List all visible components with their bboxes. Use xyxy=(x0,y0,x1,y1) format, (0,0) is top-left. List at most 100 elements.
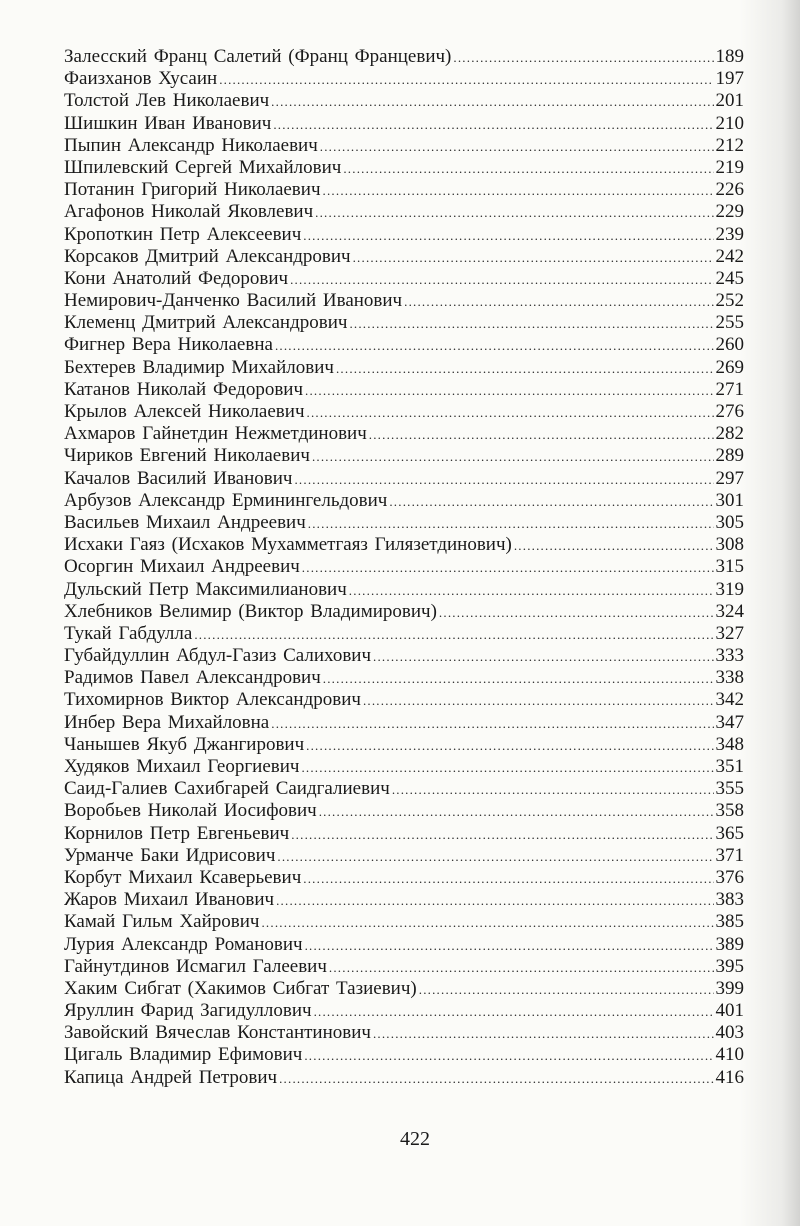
entry-page: 282 xyxy=(715,423,745,445)
entry-name: Губайдуллин Абдул-Газиз Салихович xyxy=(64,645,372,667)
entry-name: Хаким Сибгат (Хакимов Сибгат Тазиевич) xyxy=(64,977,417,999)
entry-name: Ахмаров Гайнетдин Нежметдинович xyxy=(64,423,367,445)
entry-name: Саид-Галиев Сахибгарей Саидгалиевич xyxy=(64,778,390,800)
entry-page: 389 xyxy=(715,933,745,955)
entry-page: 255 xyxy=(715,312,745,334)
entry-page: 289 xyxy=(715,445,745,467)
entry-name: Качалов Василий Иванович xyxy=(64,467,293,489)
toc-entry: Корнилов Петр Евгеньевич 365 xyxy=(64,823,744,845)
entry-page: 319 xyxy=(715,578,745,600)
entry-name: Бехтерев Владимир Михайлович xyxy=(64,356,334,378)
toc-entry: Цигаль Владимир Ефимович 410 xyxy=(64,1044,744,1066)
entry-page: 347 xyxy=(715,711,745,733)
entry-name: Шпилевский Сергей Михайлович xyxy=(64,156,342,178)
entry-name: Корбут Михаил Ксаверьевич xyxy=(64,866,302,888)
dot-leader xyxy=(320,136,714,158)
dot-leader xyxy=(336,358,714,380)
entry-page: 327 xyxy=(715,622,745,644)
entry-page: 403 xyxy=(715,1022,745,1044)
toc-entry: Хаким Сибгат (Хакимов Сибгат Тазиевич) 39… xyxy=(64,978,744,1000)
entry-name: Залесский Франц Салетий (Франц Францевич… xyxy=(64,46,452,67)
toc-entry: Ахмаров Гайнетдин Нежметдинович 282 xyxy=(64,423,744,445)
dot-leader xyxy=(290,269,713,291)
toc-entry: Немирович-Данченко Василий Иванович 252 xyxy=(64,290,744,312)
toc-entry: Завойский Вячеслав Константинович 403 xyxy=(64,1022,744,1044)
toc-entry: Качалов Василий Иванович 297 xyxy=(64,468,744,490)
toc-entry: Жаров Михаил Иванович 383 xyxy=(64,889,744,911)
dot-leader xyxy=(303,868,713,890)
dot-leader xyxy=(194,624,713,646)
entry-page: 245 xyxy=(715,267,745,289)
toc-entry: Худяков Михаил Георгиевич 351 xyxy=(64,756,744,778)
entry-name: Крылов Алексей Николаевич xyxy=(64,401,305,422)
entry-name: Лурия Александр Романович xyxy=(64,933,303,955)
entry-name: Завойский Вячеслав Константинович xyxy=(64,1022,371,1044)
dot-leader xyxy=(261,912,713,934)
entry-page: 371 xyxy=(715,844,745,866)
toc-entry: Чанышев Якуб Джангирович 348 xyxy=(64,734,744,756)
entry-page: 416 xyxy=(715,1066,745,1088)
toc-entry: Лурия Александр Романович 389 xyxy=(64,934,744,956)
entry-page: 242 xyxy=(715,245,745,267)
page-edge-shadow xyxy=(740,0,800,1226)
entry-name: Корнилов Петр Евгеньевич xyxy=(64,822,290,844)
entry-name: Агафонов Николай Яковлевич xyxy=(64,201,314,223)
entry-name: Хлебников Велимир (Виктор Владимирович) xyxy=(64,600,437,622)
dot-leader xyxy=(219,69,713,91)
entry-page: 226 xyxy=(715,179,745,201)
entry-page: 348 xyxy=(715,733,745,755)
entry-name: Капица Андрей Петрович xyxy=(64,1066,278,1088)
entry-page: 201 xyxy=(715,90,745,112)
toc-entry: Дульский Петр Максимилианович 319 xyxy=(64,579,744,601)
entry-page: 351 xyxy=(715,756,745,777)
entry-name: Худяков Михаил Георгиевич xyxy=(64,756,300,777)
entry-name: Васильев Михаил Андреевич xyxy=(64,511,306,533)
entry-page: 297 xyxy=(715,467,745,489)
entry-name: Исхаки Гаяз (Исхаков Мухамметгаяз Гилязе… xyxy=(64,534,512,556)
dot-leader xyxy=(271,91,713,113)
entry-name: Осоргин Михаил Андреевич xyxy=(64,556,300,578)
toc-entry: Крылов Алексей Николаевич 276 xyxy=(64,401,744,423)
entry-page: 308 xyxy=(715,534,745,556)
toc-entry: Пыпин Александр Николаевич 212 xyxy=(64,135,744,157)
toc-entry: Радимов Павел Александрович 338 xyxy=(64,667,744,689)
entry-name: Шишкин Иван Иванович xyxy=(64,112,272,134)
entry-page: 355 xyxy=(715,778,745,800)
toc-entry: Саид-Галиев Сахибгарей Саидгалиевич 355 xyxy=(64,778,744,800)
toc-entry: Камай Гильм Хайрович 385 xyxy=(64,911,744,933)
toc-entry: Шпилевский Сергей Михайлович 219 xyxy=(64,157,744,179)
entry-name: Чанышев Якуб Джангирович xyxy=(64,733,305,755)
page-number: 422 xyxy=(400,1128,430,1150)
entry-page: 271 xyxy=(715,378,745,400)
entry-name: Толстой Лев Николаевич xyxy=(64,90,270,112)
toc-entry: Тукай Габдулла 327 xyxy=(64,623,744,645)
entry-page: 395 xyxy=(715,955,745,977)
toc-entry: Шишкин Иван Иванович 210 xyxy=(64,113,744,135)
entry-page: 210 xyxy=(715,112,745,134)
dot-leader xyxy=(305,935,714,957)
dot-leader xyxy=(314,1001,714,1023)
dot-leader xyxy=(294,469,713,491)
toc-entry: Потанин Григорий Николаевич 226 xyxy=(64,179,744,201)
toc-entry: Фигнер Вера Николаевна 260 xyxy=(64,334,744,356)
toc-entry: Арбузов Александр Ерминингельдович 301 xyxy=(64,490,744,512)
dot-leader xyxy=(404,291,713,313)
entry-page: 239 xyxy=(715,223,745,245)
dot-leader xyxy=(277,846,713,868)
dot-leader xyxy=(308,513,714,535)
entry-page: 333 xyxy=(715,645,745,667)
dot-leader xyxy=(323,668,714,690)
entry-page: 401 xyxy=(715,1000,745,1022)
dot-leader xyxy=(301,757,713,779)
toc-entry: Корсаков Дмитрий Александрович 242 xyxy=(64,246,744,268)
dot-leader xyxy=(453,47,713,69)
dot-leader xyxy=(276,890,713,912)
dot-leader xyxy=(291,824,713,846)
entry-page: 189 xyxy=(715,46,745,67)
entry-page: 399 xyxy=(715,977,745,999)
entry-page: 365 xyxy=(715,822,745,844)
dot-leader xyxy=(329,957,714,979)
dot-leader xyxy=(392,779,714,801)
entry-page: 358 xyxy=(715,800,745,822)
entry-page: 338 xyxy=(715,667,745,689)
